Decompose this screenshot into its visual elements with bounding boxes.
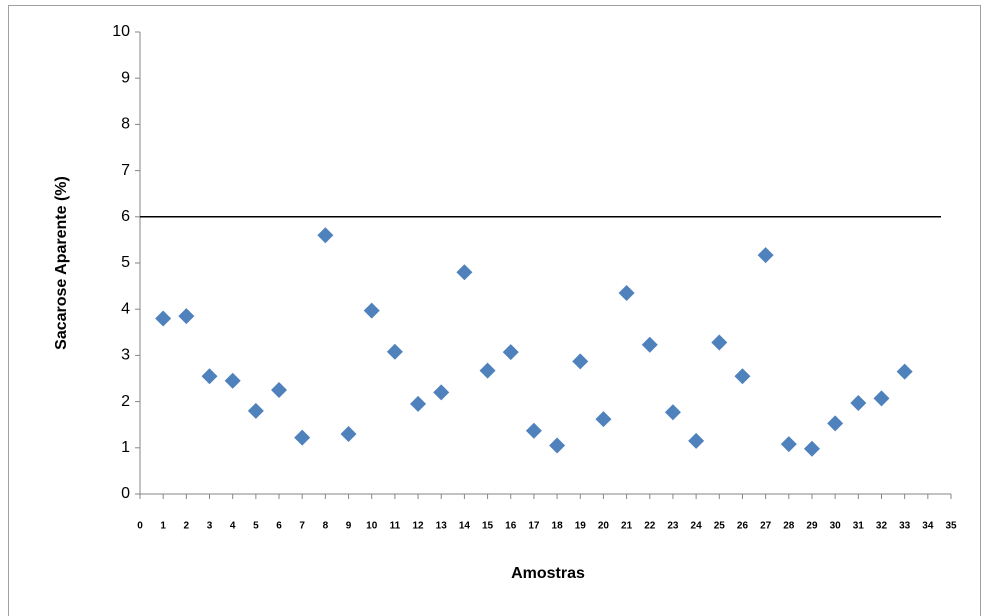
point [664,404,681,421]
y-axis-label: Sacarose Aparente (%) [53,176,70,350]
x-tick-label: 24 [691,521,703,532]
chart-border [8,5,981,616]
x-tick-label: 3 [207,521,213,532]
x-tick-label: 34 [922,521,934,532]
point [711,334,728,351]
x-tick-label: 12 [412,521,424,532]
point [873,390,890,407]
point [294,429,311,446]
y-tick-label: 8 [121,116,130,133]
x-tick-label: 9 [346,521,352,532]
point [850,394,867,411]
x-tick-label: 17 [528,521,540,532]
x-tick-label: 18 [552,521,564,532]
point [340,425,357,442]
x-tick-label: 5 [253,521,259,532]
x-tick-label: 10 [366,521,378,532]
x-tick-label: 8 [323,521,329,532]
x-tick-label: 25 [714,521,726,532]
x-tick-label: 16 [505,521,517,532]
point [549,437,566,454]
point [502,344,519,361]
x-tick-label: 1 [160,521,166,532]
x-tick-label: 13 [436,521,448,532]
point [595,411,612,428]
x-tick-label: 30 [830,521,842,532]
x-tick-label: 21 [621,521,633,532]
x-axis-label: Amostras [511,565,585,582]
y-tick-label: 7 [121,162,130,179]
point [641,336,658,353]
x-tick-label: 33 [899,521,911,532]
point [247,402,264,419]
point [224,372,241,389]
y-tick-label: 9 [121,69,130,86]
x-tick-label: 35 [945,521,957,532]
point [386,343,403,360]
y-tick-label: 5 [121,254,130,271]
point [780,436,797,453]
x-tick-label: 6 [276,521,282,532]
x-tick-label: 7 [299,521,305,532]
x-tick-label: 14 [459,521,471,532]
point [317,227,334,244]
x-tick-label: 19 [575,521,587,532]
y-tick-label: 1 [121,439,130,456]
x-tick-label: 31 [853,521,865,532]
point [896,363,913,380]
y-tick-label: 2 [121,393,130,410]
point [827,415,844,432]
point [757,247,774,264]
point [688,432,705,449]
y-tick-label: 4 [121,300,130,317]
x-tick-label: 27 [760,521,772,532]
x-tick-label: 2 [184,521,190,532]
point [363,302,380,319]
y-tick-label: 10 [112,23,130,40]
x-tick-label: 28 [783,521,795,532]
y-tick-label: 0 [121,485,130,502]
x-tick-label: 15 [482,521,494,532]
point [456,264,473,281]
x-tick-label: 32 [876,521,888,532]
y-tick-label: 3 [121,347,130,364]
x-tick-label: 11 [390,521,401,532]
x-tick-label: 26 [737,521,749,532]
point [803,440,820,457]
point [271,382,288,399]
point [734,368,751,385]
x-tick-label: 4 [230,521,236,532]
point [525,422,542,439]
x-tick-label: 0 [137,521,143,532]
x-tick-label: 22 [644,521,656,532]
x-tick-label: 20 [598,521,610,532]
x-tick-label: 29 [806,521,818,532]
point [155,310,172,327]
y-tick-label: 6 [121,208,130,225]
point [433,384,450,401]
point [410,395,427,412]
point [201,368,218,385]
point [479,362,496,379]
x-tick-label: 23 [667,521,679,532]
point [572,353,589,370]
point [178,308,195,325]
point [618,285,635,302]
